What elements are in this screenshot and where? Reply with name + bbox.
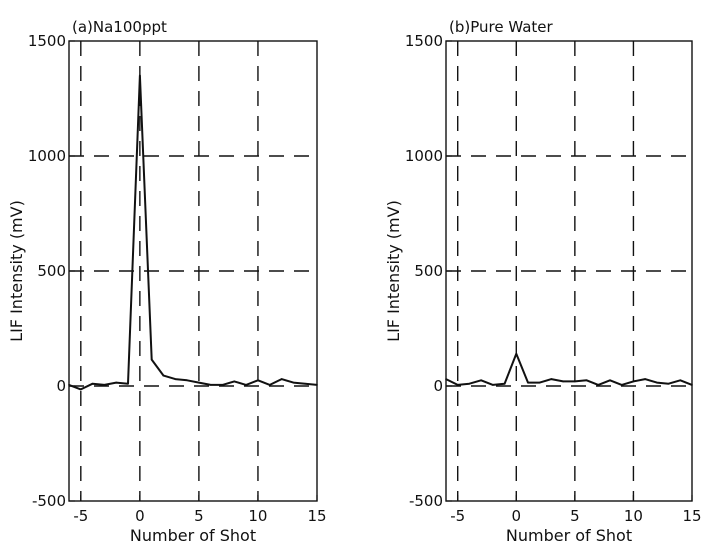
x-tick-label: 0 (512, 507, 522, 525)
data-point (245, 384, 247, 386)
y-tick-label: 0 (433, 377, 443, 395)
data-point (221, 384, 224, 386)
data-point (127, 382, 129, 385)
data-point (233, 380, 236, 383)
y-tick-label: 1500 (405, 32, 443, 50)
data-point (115, 381, 118, 384)
data-point (620, 384, 623, 386)
chart-panel-a: -5 0 5 10 15 -500 0 500 1000 1500 (a)Na100ppt Numbe… (7, 18, 327, 545)
data-point (503, 382, 506, 385)
data-point (68, 384, 70, 386)
data-point (268, 384, 271, 386)
chart-panel-b: -5 0 5 10 15 -500 0 500 1000 1500 (b)Pure Water Num… (384, 18, 701, 545)
y-tick-label: 500 (414, 262, 443, 280)
x-tick-label: 15 (307, 507, 326, 525)
data-point (597, 384, 600, 386)
data-point (574, 380, 576, 383)
y-tick-label: -500 (32, 492, 66, 510)
data-point (198, 381, 200, 384)
series-line-0 (68, 74, 318, 391)
data-point (150, 358, 153, 361)
x-tick-label: 10 (624, 507, 643, 525)
y-tick-label: 1000 (405, 147, 443, 165)
data-point (174, 378, 177, 380)
data-point (292, 381, 295, 384)
data-point (91, 382, 94, 385)
data-point (316, 384, 318, 386)
data-point (209, 384, 212, 386)
x-tick-label: 5 (570, 507, 580, 525)
y-tick-label: -500 (409, 492, 443, 510)
data-point (562, 380, 564, 383)
data-point (609, 379, 611, 382)
y-tick-label: 500 (37, 262, 66, 280)
x-axis-label: Number of Shot (506, 526, 632, 545)
data-point (480, 379, 482, 382)
data-point (679, 379, 682, 382)
x-tick-label: 15 (682, 507, 701, 525)
data-point (527, 381, 529, 384)
data-point (585, 379, 588, 382)
y-tick-label: 0 (56, 377, 66, 395)
x-tick-label: 0 (135, 507, 145, 525)
data-point (186, 379, 188, 382)
data-point (139, 74, 141, 77)
data-point (538, 381, 541, 384)
x-tick-label: 5 (194, 507, 204, 525)
y-tick-label: 1000 (28, 147, 66, 165)
data-point (691, 384, 693, 386)
data-point (632, 380, 635, 383)
data-point (103, 384, 106, 386)
data-point (304, 382, 306, 385)
data-point (445, 378, 447, 380)
chart-title: (a)Na100ppt (72, 18, 167, 36)
data-point (456, 384, 459, 386)
x-axis-label: Number of Shot (130, 526, 256, 545)
chart-title: (b)Pure Water (449, 18, 554, 36)
data-point (162, 374, 165, 377)
y-axis-label: LIF Intensity (mV) (384, 200, 403, 342)
y-tick-label: 1500 (28, 32, 66, 50)
data-point (80, 388, 82, 391)
data-point (515, 353, 518, 355)
data-point (468, 382, 471, 385)
data-point (644, 378, 646, 380)
x-tick-label: -5 (450, 507, 465, 525)
data-point (550, 378, 553, 380)
data-point (280, 378, 283, 380)
x-tick-label: 10 (248, 507, 267, 525)
data-point (492, 384, 494, 386)
x-tick-label: -5 (73, 507, 88, 525)
data-point (667, 382, 670, 385)
data-point (257, 379, 259, 382)
y-axis-label: LIF Intensity (mV) (7, 200, 26, 342)
data-point (656, 381, 658, 384)
series-line-0 (445, 352, 693, 386)
